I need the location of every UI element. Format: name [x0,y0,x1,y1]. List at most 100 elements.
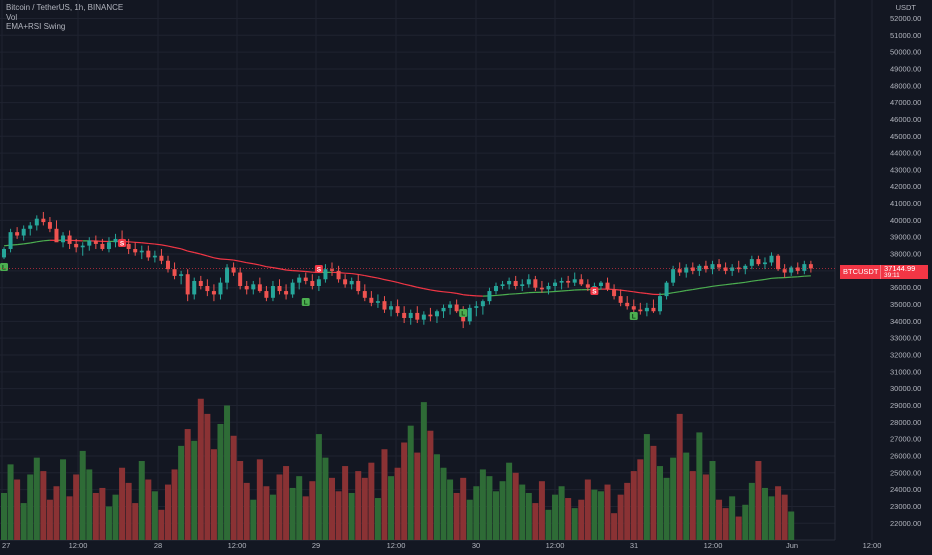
volume-bar-48 [316,434,322,540]
volume-bar-88 [578,500,584,540]
ema-segment-28 [181,249,188,251]
volume-bar-51 [336,491,342,540]
price-tick-10: 32000.00 [890,351,921,360]
volume-bar-43 [283,466,289,540]
time-tick-9: 12:00 [704,541,723,550]
volume-bar-77 [506,463,512,540]
candle-body-114 [750,259,754,266]
ema-segment-32 [207,256,214,258]
volume-bar-97 [637,459,643,540]
time-tick-0: 27 [2,541,10,550]
candle-body-1 [9,232,13,249]
ema-segment-96 [627,291,634,292]
volume-bar-86 [565,498,571,540]
volume-bar-106 [696,432,702,540]
volume-bar-110 [723,508,729,540]
volume-bar-82 [539,481,545,540]
ema-segment-47 [306,271,313,272]
ema-segment-37 [240,261,247,262]
candle-body-99 [651,308,655,311]
volume-bar-74 [486,476,492,540]
volume-bar-18 [119,468,125,540]
price-tick-7: 29000.00 [890,401,921,410]
candle-body-123 [809,264,813,268]
candle-body-86 [566,281,570,283]
candle-body-28 [186,274,190,294]
candle-body-79 [520,284,524,286]
candle-body-89 [586,284,590,287]
candle-body-82 [540,288,544,290]
volume-bar-34 [224,405,230,540]
volume-bar-65 [427,431,433,540]
ema-segment-41 [266,267,273,268]
volume-bar-119 [782,495,788,540]
candle-body-40 [264,291,268,298]
candle-body-10 [68,236,72,244]
candle-body-45 [297,278,301,283]
candle-body-119 [783,269,787,272]
candle-body-49 [323,269,327,279]
candle-body-55 [363,291,367,298]
ema-segment-98 [640,293,647,294]
volume-bar-87 [572,508,578,540]
volume-bar-105 [690,471,696,540]
ema-segment-54 [352,274,359,275]
volume-bar-54 [355,471,361,540]
signal-label-6: L [632,314,636,321]
volume-bar-50 [329,478,335,540]
volume-bar-78 [513,473,519,540]
price-tick-24: 46000.00 [890,115,921,124]
volume-bar-52 [342,466,348,540]
ema-segment-116 [758,279,765,280]
ema-rsi-indicator-label[interactable]: EMA+RSI Swing [6,22,123,32]
price-tick-25: 47000.00 [890,98,921,107]
candle-body-118 [776,256,780,269]
price-tick-20: 42000.00 [890,182,921,191]
price-axis-unit[interactable]: USDT [896,3,916,12]
symbol-title[interactable]: Bitcoin / TetherUS, 1h, BINANCE [6,3,123,13]
ema-segment-33 [214,258,221,259]
volume-bar-56 [368,463,374,540]
price-tick-29: 51000.00 [890,31,921,40]
ema-segment-72 [470,295,477,296]
volume-bar-100 [657,466,663,540]
volume-bar-68 [447,480,453,540]
ema-segment-76 [496,295,503,296]
ema-segment-3 [17,244,24,245]
candle-body-25 [166,261,170,269]
current-price-symbol: BTCUSDT [843,267,878,276]
volume-bar-96 [631,471,637,540]
volume-bar-101 [664,478,670,540]
ema-segment-104 [680,291,687,292]
volume-bar-113 [742,505,748,540]
volume-bar-90 [591,490,597,540]
candle-body-57 [376,301,380,303]
ema-segment-99 [647,294,654,295]
candle-body-122 [802,264,806,271]
candle-body-66 [435,311,439,316]
volume-bar-27 [178,446,184,540]
volume-bar-69 [454,493,460,540]
volume-bar-114 [749,483,755,540]
candle-body-67 [442,308,446,311]
volume-bar-49 [322,458,328,540]
volume-indicator-label[interactable]: Vol [6,13,123,23]
ema-segment-69 [450,292,457,293]
candle-body-69 [455,305,459,312]
candle-body-50 [330,269,334,271]
ema-segment-117 [765,278,772,279]
candle-body-109 [717,264,721,267]
price-tick-12: 34000.00 [890,317,921,326]
candle-body-13 [87,241,91,246]
time-tick-10: Jun [786,541,798,550]
volume-bar-26 [172,469,178,540]
volume-bar-5 [34,458,40,540]
ema-segment-60 [391,281,398,283]
price-tick-19: 41000.00 [890,199,921,208]
price-tick-27: 49000.00 [890,64,921,73]
ema-segment-112 [732,283,739,284]
volume-bar-41 [270,495,276,540]
candle-body-111 [730,268,734,271]
